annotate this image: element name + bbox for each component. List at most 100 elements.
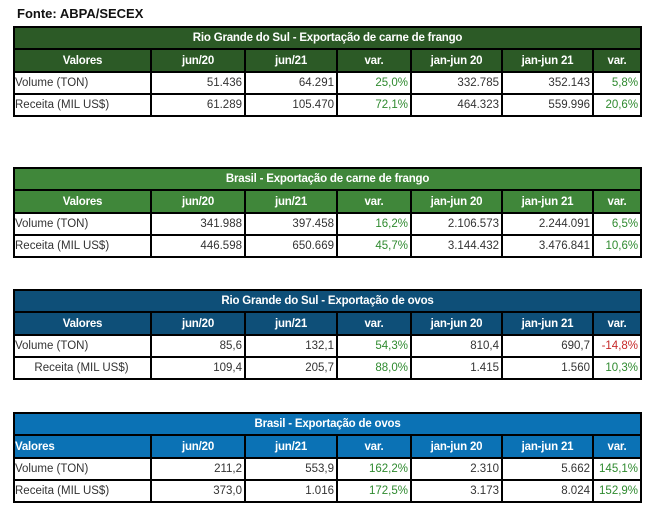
cell-jun21: 1.016 [244,479,338,503]
cell-janjun21: 2.244.091 [501,212,594,236]
row-label: Volume (TON) [13,212,152,236]
cell-jun21: 205,7 [244,356,338,380]
cell-janjun21: 1.560 [501,356,594,380]
cell-janjun21: 352.143 [501,71,594,95]
col-header-jun20: jun/20 [150,434,246,459]
cell-jun21: 105.470 [244,93,338,117]
col-header-var-month: var. [336,311,412,336]
cell-janjun20: 332.785 [410,71,503,95]
rs-egg-export-table: Rio Grande do Sul - Exportação de ovos V… [12,289,643,380]
cell-jun20: 341.988 [150,212,246,236]
col-header-valores: Valores [13,48,152,73]
cell-jun20: 109,4 [150,356,246,380]
cell-janjun20: 1.415 [410,356,503,380]
col-header-jun20: jun/20 [150,189,246,214]
cell-var-period: 20,6% [591,93,643,117]
table-row-volume: Volume (TON) 211,2 553,9 162,2% 2.310 5.… [13,457,643,481]
table-row-receita: Receita (MIL US$) 373,0 1.016 172,5% 3.1… [13,479,643,503]
col-header-janjun21: jan-jun 21 [501,434,594,459]
cell-jun20: 446.598 [150,234,246,258]
table-row-receita: Receita (MIL US$) 446.598 650.669 45,7% … [13,234,643,258]
cell-var-month: 88,0% [336,356,412,380]
col-header-var-period: var. [591,311,643,336]
cell-janjun20: 3.144.432 [410,234,503,258]
cell-var-month: 25,0% [336,71,412,95]
cell-jun21: 397.458 [244,212,338,236]
row-label: Volume (TON) [13,334,152,358]
row-label: Receita (MIL US$) [13,356,152,380]
col-header-var-month: var. [336,189,412,214]
cell-janjun21: 690,7 [501,334,594,358]
cell-var-period: 152,9% [591,479,643,503]
table-title: Brasil - Exportação de ovos [12,412,643,436]
col-header-valores: Valores [13,311,152,336]
col-header-var-month: var. [336,48,412,73]
row-label: Volume (TON) [13,457,152,481]
col-header-valores: Valores [13,189,152,214]
cell-jun21: 650.669 [244,234,338,258]
col-header-jun21: jun/21 [244,189,338,214]
cell-janjun20: 810,4 [410,334,503,358]
cell-var-month: 54,3% [336,334,412,358]
cell-jun20: 85,6 [150,334,246,358]
cell-janjun21: 5.662 [501,457,594,481]
col-header-jun21: jun/21 [244,48,338,73]
col-header-valores: Valores [13,434,152,459]
table-row-volume: Volume (TON) 85,6 132,1 54,3% 810,4 690,… [13,334,643,358]
cell-jun20: 211,2 [150,457,246,481]
table-row-receita: Receita (MIL US$) 109,4 205,7 88,0% 1.41… [13,356,643,380]
cell-var-month: 162,2% [336,457,412,481]
table-row-volume: Volume (TON) 51.436 64.291 25,0% 332.785… [13,71,643,95]
cell-jun20: 373,0 [150,479,246,503]
cell-var-period: 6,5% [591,212,643,236]
table-title: Rio Grande do Sul - Exportação de carne … [12,26,643,50]
cell-janjun20: 3.173 [410,479,503,503]
col-header-jun20: jun/20 [150,48,246,73]
cell-jun20: 61.289 [150,93,246,117]
cell-var-month: 72,1% [336,93,412,117]
col-header-janjun21: jan-jun 21 [501,48,594,73]
cell-jun20: 51.436 [150,71,246,95]
col-header-var-month: var. [336,434,412,459]
row-label: Receita (MIL US$) [13,93,152,117]
source-caption: Fonte: ABPA/SECEX [17,6,144,21]
cell-var-period: 145,1% [591,457,643,481]
cell-var-month: 45,7% [336,234,412,258]
col-header-janjun21: jan-jun 21 [501,311,594,336]
br-chicken-export-table: Brasil - Exportação de carne de frango V… [12,167,643,258]
cell-var-month: 16,2% [336,212,412,236]
cell-janjun20: 2.310 [410,457,503,481]
cell-var-period: 10,6% [591,234,643,258]
col-header-var-period: var. [591,189,643,214]
col-header-var-period: var. [591,434,643,459]
table-title: Rio Grande do Sul - Exportação de ovos [12,289,643,313]
cell-var-period: -14,8% [591,334,643,358]
col-header-var-period: var. [591,48,643,73]
cell-janjun20: 464.323 [410,93,503,117]
rs-chicken-export-table: Rio Grande do Sul - Exportação de carne … [12,26,643,117]
table-row-volume: Volume (TON) 341.988 397.458 16,2% 2.106… [13,212,643,236]
col-header-janjun20: jan-jun 20 [410,48,503,73]
col-header-janjun20: jan-jun 20 [410,434,503,459]
cell-janjun21: 559.996 [501,93,594,117]
row-label: Receita (MIL US$) [13,234,152,258]
cell-var-period: 5,8% [591,71,643,95]
table-title: Brasil - Exportação de carne de frango [12,167,643,191]
br-egg-export-table: Brasil - Exportação de ovos Valores jun/… [12,412,643,503]
cell-janjun20: 2.106.573 [410,212,503,236]
cell-jun21: 553,9 [244,457,338,481]
cell-jun21: 64.291 [244,71,338,95]
col-header-jun21: jun/21 [244,434,338,459]
row-label: Receita (MIL US$) [13,479,152,503]
table-row-receita: Receita (MIL US$) 61.289 105.470 72,1% 4… [13,93,643,117]
cell-jun21: 132,1 [244,334,338,358]
cell-var-month: 172,5% [336,479,412,503]
col-header-janjun20: jan-jun 20 [410,311,503,336]
cell-janjun21: 3.476.841 [501,234,594,258]
cell-janjun21: 8.024 [501,479,594,503]
col-header-janjun20: jan-jun 20 [410,189,503,214]
row-label: Volume (TON) [13,71,152,95]
col-header-janjun21: jan-jun 21 [501,189,594,214]
col-header-jun21: jun/21 [244,311,338,336]
cell-var-period: 10,3% [591,356,643,380]
